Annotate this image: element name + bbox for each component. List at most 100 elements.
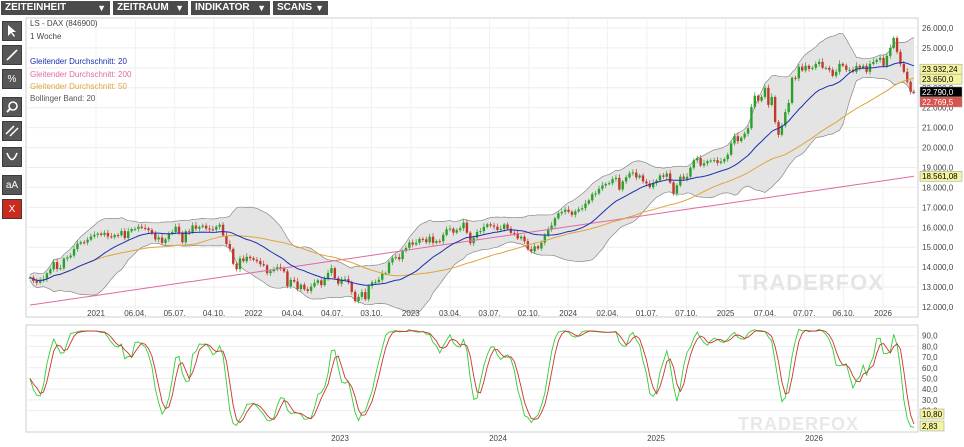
curve-tool-button[interactable] xyxy=(2,147,22,167)
candle-body xyxy=(882,57,885,66)
candle-body xyxy=(445,229,448,235)
candle-body xyxy=(757,95,760,101)
price-axis: 26.000,0 25.000,0 24.000,0 23.000,0 22.000,0… xyxy=(922,24,954,312)
ma20-line xyxy=(29,62,915,286)
candle-body xyxy=(286,271,289,287)
candle-body xyxy=(99,233,103,235)
candle-body xyxy=(428,236,431,243)
price-tick-label: 20.000,0 xyxy=(922,144,954,153)
candle-body xyxy=(96,233,99,235)
candle-body xyxy=(425,239,428,243)
candle-body xyxy=(848,69,851,71)
parallel-lines-icon xyxy=(5,125,19,137)
candle-body xyxy=(66,257,69,259)
candle-body xyxy=(150,230,154,234)
candle-body xyxy=(570,211,574,215)
candle-body xyxy=(736,136,740,142)
candle-body xyxy=(733,136,736,144)
candle-body xyxy=(252,258,255,260)
candle-body xyxy=(543,235,547,243)
candle-body xyxy=(516,233,519,239)
menu-zeitraum[interactable]: ZEITRAUM ▼ xyxy=(113,1,188,15)
candle-body xyxy=(807,65,811,69)
candle-body xyxy=(262,264,265,266)
time-tick-label: 04.04. xyxy=(282,309,304,318)
candle-body xyxy=(675,185,679,194)
candle-body xyxy=(496,226,499,230)
candle-body xyxy=(855,65,858,72)
line-tool-button[interactable] xyxy=(2,45,22,65)
stoch-tick-label: 40,0 xyxy=(922,385,938,394)
candle-body xyxy=(909,81,912,92)
candle-body xyxy=(645,181,648,184)
stoch-value-label: 2,83 xyxy=(922,422,938,431)
stoch-time-label: 2023 xyxy=(331,434,349,443)
stoch-frame xyxy=(25,324,919,433)
zoom-tool-button[interactable] xyxy=(2,97,22,117)
candle-body xyxy=(296,281,299,290)
candle-body xyxy=(377,279,381,283)
candle-body xyxy=(45,273,49,280)
candle-body xyxy=(597,188,601,194)
candle-body xyxy=(502,224,506,229)
price-tick-label: 18.000,0 xyxy=(922,183,954,192)
candle-body xyxy=(458,228,462,231)
candle-body xyxy=(218,224,221,227)
menu-scans[interactable]: SCANS ▼ xyxy=(273,1,328,15)
candle-body xyxy=(750,106,753,129)
candle-body xyxy=(238,258,242,270)
percent-tool-button[interactable]: % xyxy=(2,69,22,89)
candle-body xyxy=(292,279,296,282)
text-tool-button[interactable]: aA xyxy=(2,175,22,195)
time-tick-label: 2024 xyxy=(559,309,577,318)
candle-body xyxy=(601,185,604,189)
candle-body xyxy=(272,269,276,272)
delete-tool-button[interactable]: X xyxy=(2,199,22,219)
candle-body xyxy=(408,242,411,248)
candle-body xyxy=(814,64,817,68)
price-tick-label: 12.000,0 xyxy=(922,303,954,312)
candle-body xyxy=(82,242,86,244)
price-tick-label: 19.000,0 xyxy=(922,164,954,173)
candle-body xyxy=(895,37,899,52)
ma200-line xyxy=(29,175,915,306)
candle-body xyxy=(269,271,272,274)
candle-body xyxy=(391,258,394,263)
candle-body xyxy=(353,291,357,302)
candle-body xyxy=(289,279,292,287)
price-tick-label: 25.000,0 xyxy=(922,44,954,53)
candle-body xyxy=(763,87,767,97)
candle-body xyxy=(306,289,309,291)
line-draw-icon xyxy=(6,49,18,61)
candle-body xyxy=(912,91,916,93)
candle-body xyxy=(655,180,658,184)
candle-body xyxy=(773,96,777,123)
candle-body xyxy=(127,231,130,239)
chevron-down-icon: ▼ xyxy=(315,3,324,13)
candle-body xyxy=(431,236,435,243)
candle-body xyxy=(204,225,208,229)
candle-body xyxy=(38,280,42,283)
candle-body xyxy=(784,112,787,126)
candle-body xyxy=(801,66,804,71)
candle-body xyxy=(387,262,391,274)
menu-indikator[interactable]: INDIKATOR ▼ xyxy=(191,1,270,15)
candle-body xyxy=(479,231,482,233)
parallel-tool-button[interactable] xyxy=(2,121,22,141)
candle-body xyxy=(333,268,337,279)
candle-body xyxy=(513,232,516,234)
candle-body xyxy=(404,247,408,252)
candle-body xyxy=(699,158,702,166)
menu-zeiteinheit[interactable]: ZEITEINHEIT ▼ xyxy=(1,1,110,15)
candle-body xyxy=(685,176,689,179)
text-icon: aA xyxy=(5,180,19,191)
candle-body xyxy=(547,229,550,236)
price-label: 18.561,08 xyxy=(922,172,958,181)
candle-body xyxy=(455,230,458,233)
candle-body xyxy=(618,177,621,190)
stoch-time-label: 2024 xyxy=(489,434,507,443)
candle-body xyxy=(794,77,797,79)
candle-body xyxy=(364,292,367,300)
cursor-tool-button[interactable] xyxy=(2,21,22,41)
